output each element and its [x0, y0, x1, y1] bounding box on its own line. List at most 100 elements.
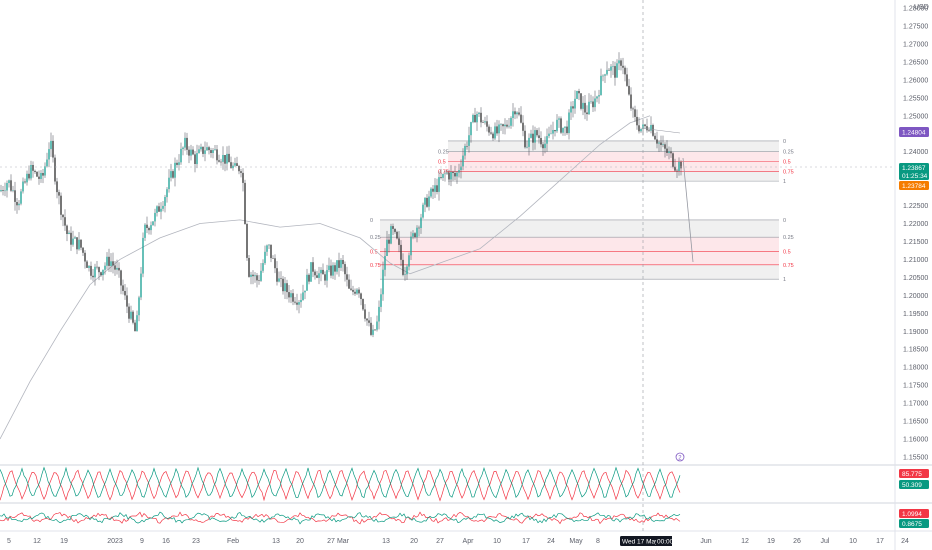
candle-body	[626, 74, 628, 86]
candle-body	[484, 121, 486, 123]
candle-body	[594, 98, 596, 108]
fib-left-label: 0	[370, 218, 373, 224]
price-axis[interactable]: 1.28000 1.27500 1.27000 1.26500 1.26000 1.255…	[903, 6, 928, 462]
candle-body	[114, 265, 116, 270]
candle-body	[632, 108, 634, 110]
candle-body	[476, 114, 478, 123]
candle-body	[122, 285, 124, 291]
candle-body	[94, 266, 96, 278]
candle-body	[460, 166, 462, 171]
candle-body	[100, 272, 102, 276]
candle-body	[378, 306, 380, 322]
candle-body	[120, 270, 122, 286]
price-tick-label: 1.27500	[903, 24, 928, 31]
candle-body	[254, 275, 256, 277]
candle-body	[66, 225, 68, 234]
candle-body	[44, 166, 46, 176]
candle-body	[536, 130, 538, 136]
candle-body	[618, 60, 620, 64]
candle-body	[314, 271, 316, 276]
oscillator2-red-line	[0, 511, 681, 525]
fib-retracement-lower[interactable]: 0 0.25 0.5 0.75 1 0 0.25 0.5 0.75	[370, 218, 794, 283]
candle-body	[358, 289, 360, 294]
candle-body	[404, 274, 406, 275]
candle-body	[392, 226, 394, 229]
candle-body	[188, 149, 190, 156]
candle-body	[178, 162, 180, 165]
candle-body	[544, 143, 546, 149]
candle-body	[306, 274, 308, 291]
time-tick-label: Feb	[227, 538, 239, 545]
candle-body	[418, 227, 420, 229]
candle-body	[430, 188, 432, 197]
time-tick-label: 10	[493, 538, 501, 545]
candle-body	[518, 112, 520, 115]
candle-body	[562, 127, 564, 133]
candle-body	[578, 91, 580, 94]
candle-body	[286, 283, 288, 293]
time-tick-label: 20	[410, 538, 418, 545]
candle-body	[274, 258, 276, 269]
candle-body	[162, 205, 164, 209]
candle-body	[456, 172, 458, 177]
candle-body	[210, 150, 212, 153]
candle-body	[342, 260, 344, 265]
candle-body	[344, 264, 346, 275]
candle-body	[566, 126, 568, 134]
event-marker-icon[interactable]	[675, 452, 685, 462]
time-axis[interactable]: 5 12 19 2023 9 16 23 Feb 13 20 27 Mar 13 20 27 Apr 10 17 2…	[7, 536, 909, 546]
candle-body	[584, 102, 586, 113]
projection-line[interactable]	[682, 157, 694, 263]
candle-body	[156, 206, 158, 213]
candle-body	[474, 115, 476, 123]
fib-retracement-upper[interactable]: 0 0.25 0.5 0.75 1 0.25 0.5 0.75	[438, 139, 794, 185]
price-tick-label: 1.17000	[903, 401, 928, 408]
candle-body	[232, 165, 234, 169]
candle-body	[414, 233, 416, 237]
price-tick-label: 1.27000	[903, 41, 928, 48]
candle-body	[326, 270, 328, 281]
candlestick-series	[0, 52, 682, 338]
candle-body	[118, 267, 120, 271]
candle-body	[180, 148, 182, 163]
candle-body	[166, 189, 168, 198]
time-tick-label: 9	[140, 538, 144, 545]
candle-body	[260, 270, 262, 281]
candle-body	[36, 171, 38, 177]
candle-body	[86, 261, 88, 268]
candle-body	[542, 144, 544, 149]
candle-body	[176, 162, 178, 165]
candle-body	[504, 124, 506, 127]
candle-body	[124, 291, 126, 296]
oscillator-2-value-red: 1.0994	[902, 511, 922, 518]
trend-line[interactable]	[639, 127, 681, 134]
candle-body	[652, 125, 654, 136]
candle-body	[102, 269, 104, 276]
candle-body	[68, 232, 70, 234]
candle-body	[84, 252, 86, 262]
candle-body	[206, 147, 208, 151]
oscillator-1-value-green: 50.309	[902, 482, 922, 489]
price-badge-purple: 1.24804	[899, 127, 929, 137]
candle-body	[644, 124, 646, 127]
candle-body	[508, 125, 510, 127]
candle-body	[128, 306, 130, 319]
candle-body	[148, 228, 150, 231]
candle-body	[672, 153, 674, 167]
candle-body	[126, 295, 128, 307]
fib-level-label: 1	[783, 277, 786, 283]
candle-body	[38, 176, 40, 179]
last-price-badge: 1.23867 01:25:34	[899, 163, 929, 180]
candle-body	[360, 293, 362, 299]
oscillator-pane-2[interactable]: 1.0994 0.8675	[0, 509, 929, 528]
candle-body	[492, 133, 494, 139]
candle-body	[52, 140, 54, 158]
candle-body	[4, 190, 6, 192]
candle-body	[112, 261, 114, 266]
candle-body	[104, 265, 106, 270]
candle-body	[394, 229, 396, 232]
candle-body	[654, 135, 656, 140]
oscillator-pane-1[interactable]: 2 85.775 50.309	[0, 452, 929, 502]
candle-body	[40, 173, 42, 179]
